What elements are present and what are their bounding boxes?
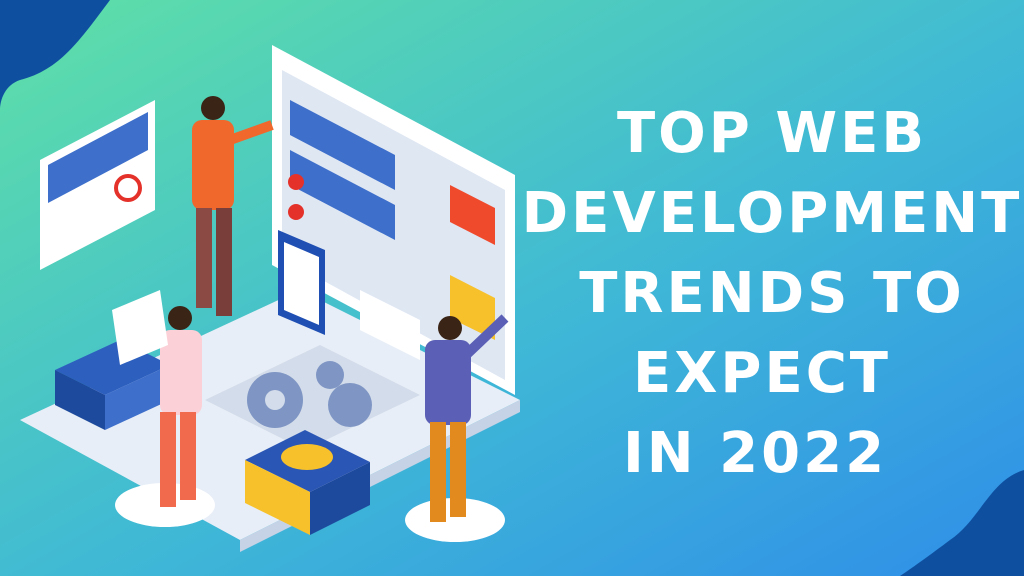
phone-screen (284, 242, 319, 325)
person (425, 314, 509, 522)
screen-dot (288, 174, 304, 190)
person (112, 290, 202, 507)
screen-block (450, 185, 495, 245)
panel-header (48, 112, 148, 203)
screen-block (290, 150, 395, 240)
headline-line: TRENDS TO (579, 261, 965, 326)
screen-block (450, 275, 495, 340)
headline-line: DEVELOPMENT (522, 181, 1023, 246)
screen-block (290, 100, 395, 190)
gear (328, 383, 372, 427)
panel-circle (114, 174, 142, 202)
headline-line: IN 2022 (623, 421, 887, 486)
card-stack (105, 365, 170, 430)
corner-wave (0, 0, 110, 110)
monitor-stand (360, 290, 420, 360)
corner-wave (900, 470, 1024, 576)
person (192, 96, 274, 316)
coin-stack (245, 460, 310, 535)
headline-line: TOP WEB (617, 101, 927, 166)
card-stack (55, 370, 105, 430)
coin-stack (310, 462, 370, 535)
gear-tile (205, 345, 420, 450)
gear-hole (265, 390, 285, 410)
screen-dot (288, 204, 304, 220)
headline-line: EXPECT (633, 341, 891, 406)
illustration (20, 45, 520, 552)
coin (281, 444, 333, 470)
gear (316, 361, 344, 389)
headline: TOP WEB DEVELOPMENT TRENDS TO EXPECT IN … (522, 101, 1023, 486)
